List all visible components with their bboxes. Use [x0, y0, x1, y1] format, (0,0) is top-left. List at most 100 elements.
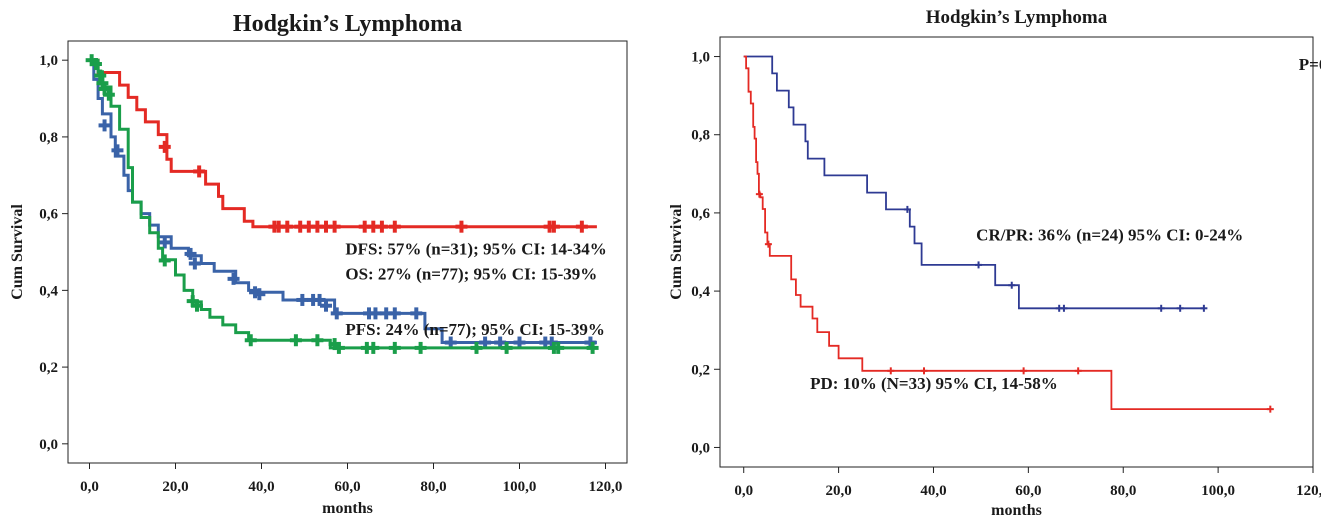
censor-mark: [1176, 304, 1184, 312]
y-tick-label: 0,2: [691, 362, 710, 378]
y-tick-label: 0,0: [39, 437, 58, 453]
censor-mark: [188, 257, 201, 270]
censor-mark: [414, 341, 427, 354]
censor-mark: [227, 272, 240, 285]
x-tick-label: 0,0: [80, 479, 99, 495]
y-tick-label: 1,0: [39, 53, 58, 69]
censor-mark: [158, 236, 171, 249]
y-tick-label: 0,6: [691, 206, 710, 222]
censor-mark: [111, 144, 124, 157]
survival-curve-1: [89, 58, 597, 344]
censor-mark: [547, 220, 560, 233]
censor-mark: [455, 220, 468, 233]
censor-mark: [367, 341, 380, 354]
series-0: [743, 55, 1208, 312]
censor-mark: [375, 220, 388, 233]
censor-mark: [755, 190, 763, 198]
x-tick-label: 100,0: [503, 479, 537, 495]
y-axis-label: Cum Survival: [668, 204, 685, 300]
series-1: [743, 55, 1274, 413]
x-tick-label: 80,0: [1110, 483, 1136, 499]
censor-mark: [1020, 367, 1028, 375]
censor-mark: [500, 341, 513, 354]
x-tick-label: 120,0: [589, 479, 623, 495]
x-tick-label: 120,0: [1296, 483, 1321, 499]
y-tick-label: 1,0: [691, 50, 710, 66]
censor-mark: [98, 119, 111, 132]
annotation-label: P=0.002: [1299, 55, 1321, 74]
annotation-label: DFS: 57% (n=31); 95% CI: 14-34%: [345, 240, 606, 259]
censor-mark: [903, 205, 911, 213]
censor-mark: [1157, 304, 1165, 312]
x-tick-label: 80,0: [420, 479, 446, 495]
censor-mark: [1266, 405, 1274, 413]
censor-mark: [330, 307, 343, 320]
series-0: [89, 58, 597, 233]
series-1: [89, 58, 597, 349]
censor-mark: [313, 293, 326, 306]
annotation-label: CR/PR: 36% (n=24) 95% CI: 0-24%: [976, 225, 1243, 244]
x-tick-label: 0,0: [734, 483, 753, 499]
x-tick-label: 20,0: [162, 479, 188, 495]
censor-mark: [552, 341, 565, 354]
censor-mark: [94, 69, 107, 82]
censor-mark: [920, 367, 928, 375]
x-tick-label: 60,0: [334, 479, 360, 495]
censor-mark: [158, 140, 171, 153]
censor-mark: [328, 220, 341, 233]
survival-curve-2: [89, 58, 597, 350]
censor-mark: [281, 220, 294, 233]
censor-mark: [887, 367, 895, 375]
annotation-label: PFS: 24% (n=77); 95% CI: 15-39%: [345, 320, 604, 339]
censor-mark: [470, 341, 483, 354]
censor-mark: [388, 220, 401, 233]
censor-mark: [102, 88, 115, 101]
annotation-label: OS: 27% (n=77); 95% CI: 15-39%: [345, 265, 597, 284]
plot-frame: [719, 36, 1314, 468]
censor-mark: [191, 299, 203, 312]
y-tick-label: 0,0: [691, 440, 710, 456]
censor-mark: [193, 165, 206, 178]
x-tick-label: 20,0: [825, 483, 851, 499]
annotation-label: PD: 10% (N=33) 95% CI, 14-58%: [810, 374, 1058, 393]
censor-mark: [975, 261, 983, 269]
censor-mark: [332, 341, 345, 354]
x-axis-label: months: [322, 500, 373, 517]
censor-mark: [1060, 304, 1068, 312]
censor-mark: [369, 307, 382, 320]
censor-mark: [575, 220, 588, 233]
chart-title: Hodgkin’s Lymphoma: [926, 7, 1108, 28]
survival-curve-0: [743, 55, 1204, 310]
chart-title: Hodgkin’s Lymphoma: [233, 11, 462, 37]
chart-svg-left: Hodgkin’s Lymphoma 0,0 20,0 40,0 60,0 80,0 100…: [9, 11, 628, 517]
y-tick-label: 0,8: [39, 130, 58, 146]
censor-mark: [388, 341, 401, 354]
censor-mark: [253, 288, 266, 301]
x-tick-label: 40,0: [248, 479, 274, 495]
y-tick-label: 0,6: [39, 207, 58, 223]
y-tick-label: 0,4: [39, 283, 58, 299]
censor-mark: [388, 307, 401, 320]
censor-mark: [764, 240, 772, 248]
censor-mark: [320, 299, 332, 312]
censor-mark: [296, 293, 309, 306]
x-tick-label: 100,0: [1201, 483, 1235, 499]
censor-mark: [410, 307, 423, 320]
censor-mark: [1074, 367, 1082, 375]
censor-mark: [244, 334, 257, 347]
x-axis-label: months: [991, 502, 1042, 519]
censor-mark: [184, 247, 197, 260]
censor-mark: [158, 254, 171, 267]
chart-svg-right: Hodgkin’s Lymphoma 0,0 20,0 40,0 60,0 80,0 100…: [668, 7, 1321, 519]
censor-mark: [311, 334, 324, 347]
series-2: [85, 54, 599, 354]
censor-mark: [1200, 304, 1208, 312]
censor-mark: [586, 341, 599, 354]
y-tick-label: 0,8: [691, 128, 710, 144]
y-tick-label: 0,4: [691, 284, 710, 300]
survival-curve-1: [743, 55, 1271, 411]
censor-mark: [1008, 281, 1016, 289]
censor-mark: [89, 58, 102, 71]
y-axis-label: Cum Survival: [9, 204, 26, 300]
survival-chart-left: Hodgkin’s Lymphoma 0,0 20,0 40,0 60,0 80,0 100…: [0, 0, 660, 520]
